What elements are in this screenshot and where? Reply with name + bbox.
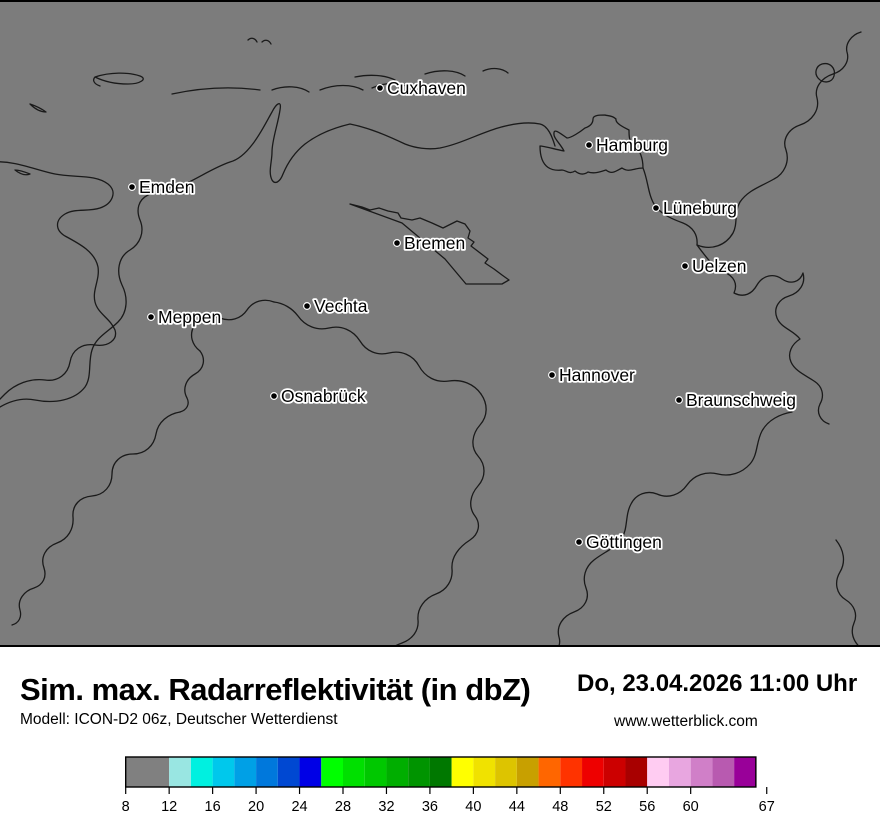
svg-text:12: 12 <box>161 799 177 815</box>
svg-text:Braunschweig: Braunschweig <box>686 390 796 410</box>
svg-text:Lüneburg: Lüneburg <box>663 198 737 218</box>
svg-text:67: 67 <box>759 799 775 815</box>
svg-text:Uelzen: Uelzen <box>692 256 746 276</box>
svg-text:24: 24 <box>291 799 307 815</box>
svg-text:56: 56 <box>639 799 655 815</box>
svg-text:16: 16 <box>205 799 221 815</box>
svg-text:Göttingen: Göttingen <box>586 532 662 552</box>
svg-text:48: 48 <box>552 799 568 815</box>
svg-text:Meppen: Meppen <box>158 307 221 327</box>
svg-text:Hamburg: Hamburg <box>596 135 668 155</box>
svg-text:Emden: Emden <box>139 177 194 197</box>
svg-text:20: 20 <box>248 799 264 815</box>
svg-text:Hannover: Hannover <box>559 365 635 385</box>
svg-text:Vechta: Vechta <box>314 296 368 316</box>
svg-text:Osnabrück: Osnabrück <box>281 386 366 406</box>
svg-text:44: 44 <box>509 799 525 815</box>
svg-text:8: 8 <box>122 799 130 815</box>
svg-text:60: 60 <box>683 799 699 815</box>
svg-text:Bremen: Bremen <box>404 233 465 253</box>
svg-text:52: 52 <box>596 799 612 815</box>
svg-text:36: 36 <box>422 799 438 815</box>
svg-text:32: 32 <box>378 799 394 815</box>
svg-text:40: 40 <box>465 799 481 815</box>
svg-text:Cuxhaven: Cuxhaven <box>387 78 466 98</box>
svg-text:28: 28 <box>335 799 351 815</box>
